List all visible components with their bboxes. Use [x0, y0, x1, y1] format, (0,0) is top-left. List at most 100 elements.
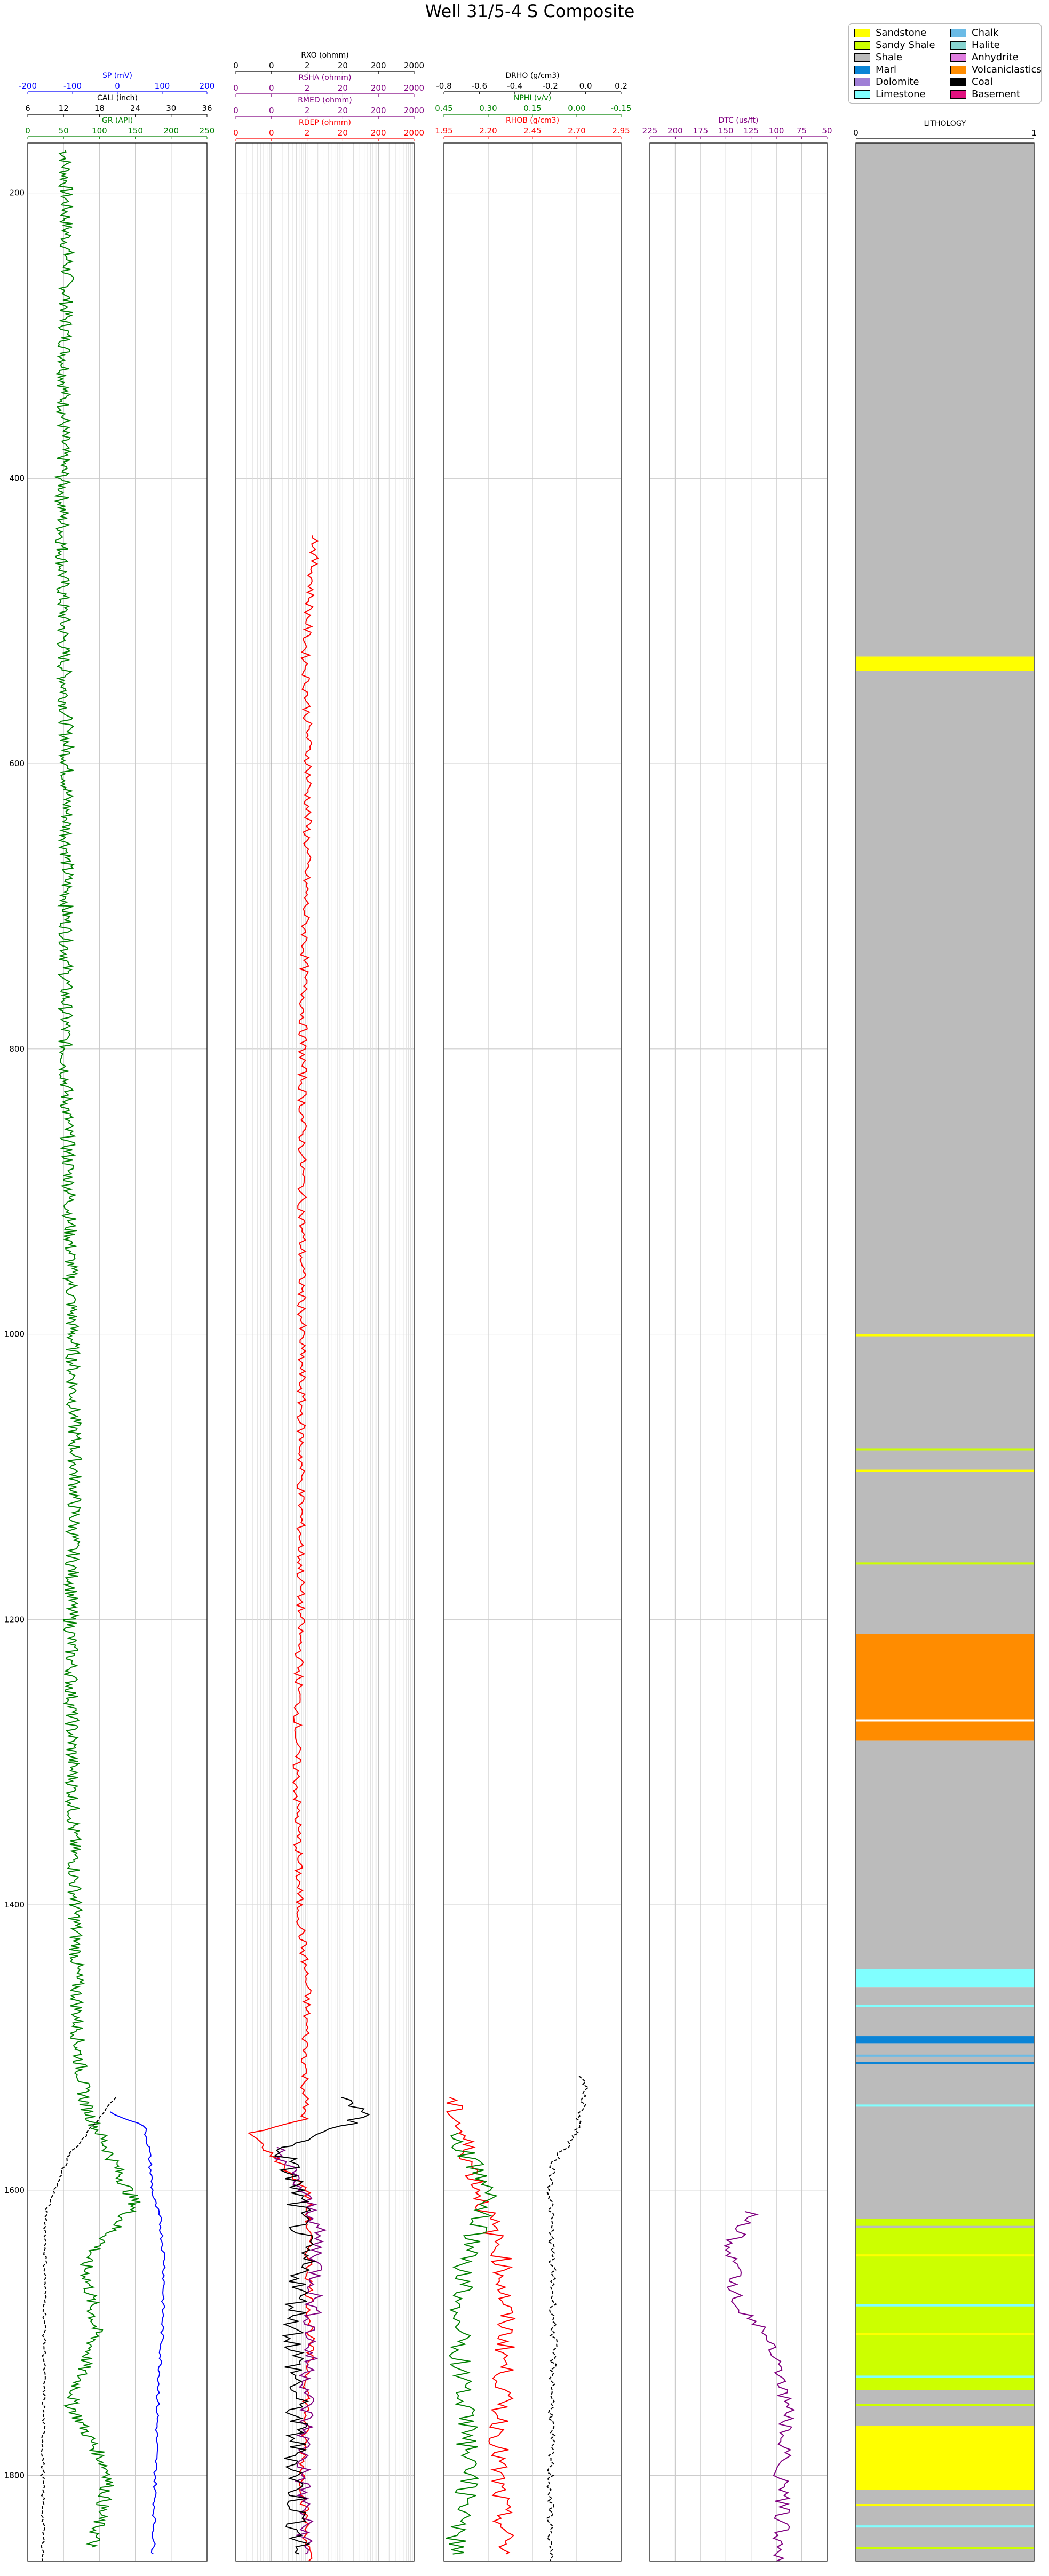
- depth-tick-label: 200: [9, 188, 25, 198]
- header-tick-label: 0: [115, 81, 120, 91]
- depth-tick-label: 1000: [4, 1330, 25, 1339]
- lith-thin-bed: [856, 2304, 1034, 2307]
- lith-interval-shale: [856, 2043, 1034, 2219]
- header-tick-label: 0: [25, 126, 30, 136]
- header-tick-label: 75: [797, 126, 807, 136]
- rhob-curve-name: RHOB (g/cm3): [506, 116, 559, 125]
- legend-swatch: [854, 29, 870, 37]
- lith-thin-bed: [856, 2375, 1034, 2378]
- lith-thin-bed: [856, 2504, 1034, 2507]
- lith-thin-bed: [856, 2333, 1034, 2335]
- sp-curve-name: SP (mV): [102, 71, 132, 80]
- legend-item: Halite: [950, 39, 1000, 51]
- header-tick-label: -0.6: [472, 81, 487, 91]
- header-tick-label: 2000: [404, 61, 424, 70]
- lithology-legend: Sandstone Sandy Shale Shale Marl Dolomite Lim…: [848, 23, 1042, 104]
- header-tick-label: 50: [59, 126, 69, 136]
- lith-thin-bed: [856, 1448, 1034, 1451]
- lith-interval-shale: [856, 671, 1034, 1634]
- lith-interval-marl: [856, 2036, 1034, 2044]
- legend-label: Shale: [876, 52, 902, 63]
- track-frame: [649, 142, 828, 2562]
- curve-drho: [546, 2076, 590, 2562]
- header-tick-label: 0: [269, 106, 274, 115]
- nphi-curve-name: NPHI (v/v): [514, 94, 551, 102]
- lith-thin-bed: [856, 1719, 1034, 1722]
- header-tick-label: 0.0: [579, 81, 592, 91]
- header-tick-label: -0.15: [611, 104, 632, 113]
- curve-cali: [40, 2097, 116, 2562]
- header-tick-label: 200: [371, 106, 386, 115]
- header-tick-label: 2000: [404, 83, 424, 93]
- rsha-curve-name: RSHA (ohmm): [299, 74, 352, 82]
- lith-track-title: LITHOLOGY: [924, 120, 966, 128]
- lith-tick-label: 1: [1031, 128, 1037, 138]
- header-tick-label: 2: [305, 61, 310, 70]
- header-tick-label: 0: [269, 128, 274, 138]
- lith-interval-shale: [856, 2390, 1034, 2426]
- legend-item: Anhydrite: [950, 52, 1019, 63]
- lith-thin-bed: [856, 2254, 1034, 2257]
- lith-thin-bed: [856, 1562, 1034, 1565]
- legend-item: Marl: [854, 64, 896, 75]
- curve-sp: [109, 2111, 166, 2555]
- header-tick-label: 0.30: [479, 104, 497, 113]
- header-tick-label: 100: [155, 81, 170, 91]
- header-tick-label: 150: [718, 126, 734, 136]
- header-tick-label: -0.2: [543, 81, 558, 91]
- header-tick-label: 200: [371, 61, 386, 70]
- header-tick-label: 250: [200, 126, 215, 136]
- legend-swatch: [950, 29, 966, 37]
- header-tick-label: 2.20: [479, 126, 497, 136]
- legend-label: Volcaniclastics: [972, 64, 1042, 75]
- legend-item: Coal: [950, 76, 993, 88]
- header-tick-label: 200: [371, 128, 386, 138]
- chart-title: Well 31/5-4 S Composite: [425, 1, 635, 21]
- header-tick-label: 225: [642, 126, 658, 136]
- header-tick-label: 2000: [404, 106, 424, 115]
- lith-thin-bed: [856, 2225, 1034, 2228]
- depth-tick-label: 1400: [4, 1900, 25, 1910]
- header-tick-label: 2.70: [568, 126, 585, 136]
- drho-curve-name: DRHO (g/cm3): [505, 71, 559, 80]
- header-tick-label: 200: [200, 81, 215, 91]
- header-tick-label: 18: [94, 104, 105, 113]
- rdep-curve-name: RDEP (ohmm): [299, 118, 351, 127]
- track-frames: [27, 142, 1035, 2562]
- header-tick-label: 0: [269, 83, 274, 93]
- header-tick-label: 200: [667, 126, 683, 136]
- header-tick-label: 6: [25, 104, 30, 113]
- depth-tick-label: 1200: [4, 1615, 25, 1624]
- legend-item: Basement: [950, 89, 1020, 100]
- curve-rxo: [273, 2097, 370, 2555]
- legend-swatch: [854, 90, 870, 99]
- depth-tick-label: 400: [9, 473, 25, 483]
- curve-rmed: [273, 2146, 327, 2555]
- legend-swatch: [950, 41, 966, 50]
- track-grids: 200 400 600 800 1000 1200 1400 1600 1800: [4, 143, 827, 2561]
- header-tick-label: 100: [92, 126, 107, 136]
- track-frame: [27, 142, 208, 2562]
- lith-thin-bed: [856, 2547, 1034, 2549]
- curve-nphi: [446, 2132, 498, 2555]
- header-tick-label: 1.95: [435, 126, 452, 136]
- curve-dtc: [723, 2211, 796, 2562]
- header-tick-label: 0: [233, 61, 239, 70]
- curve-gr: [53, 149, 141, 2548]
- header-tick-label: 24: [130, 104, 140, 113]
- legend-label: Coal: [972, 76, 993, 88]
- track-frame: [235, 142, 415, 2562]
- header-tick-label: 0: [233, 83, 239, 93]
- lith-thin-bed: [856, 2525, 1034, 2528]
- header-tick-label: 20: [338, 128, 348, 138]
- depth-tick-label: 1600: [4, 2185, 25, 2195]
- header-tick-label: 2.45: [523, 126, 541, 136]
- header-tick-label: -0.8: [436, 81, 451, 91]
- lith-interval-shale: [856, 1987, 1034, 2037]
- lith-interval-sandstone: [856, 2425, 1034, 2490]
- header-tick-label: -0.4: [507, 81, 522, 91]
- depth-tick-label: 1800: [4, 2471, 25, 2480]
- header-tick-label: 0.45: [435, 104, 452, 113]
- legend-item: Shale: [854, 52, 902, 63]
